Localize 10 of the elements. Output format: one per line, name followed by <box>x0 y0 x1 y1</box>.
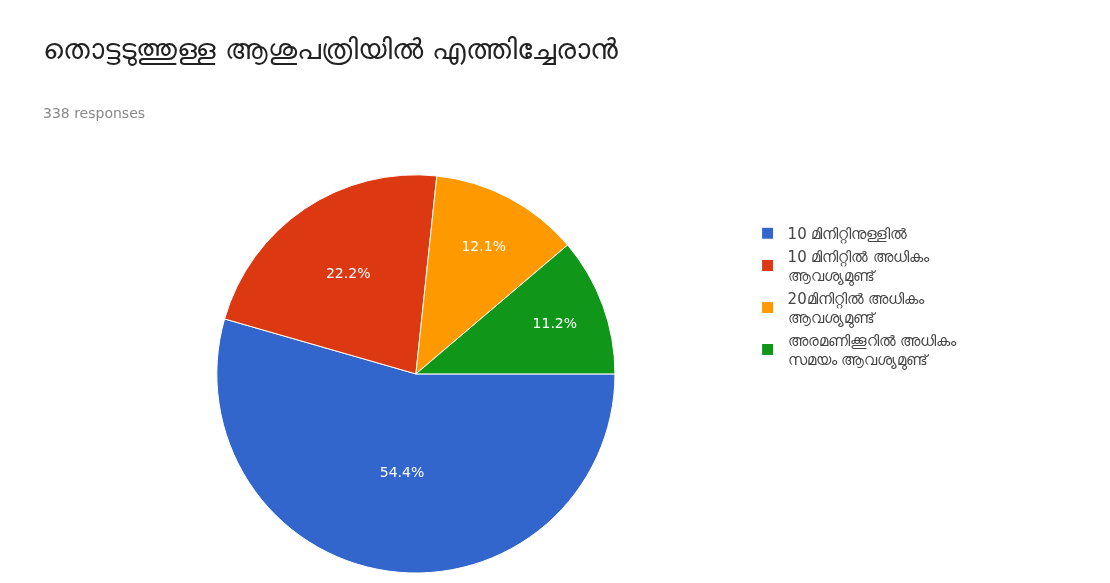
legend-label: 20മിനിറ്റിൽ അധികം ആവശ്യമുണ്ട് <box>787 289 926 329</box>
legend-label: 10 മിനിറ്റിൽ അധികം ആവശ്യമുണ്ട് <box>787 247 931 287</box>
data-label: 54.4% <box>379 464 425 481</box>
legend-label: അരമണിക്കൂറിൽ അധികം സമയം ആവശ്യമുണ്ട് <box>787 331 958 371</box>
legend-label: 10 മിനിറ്റിനുള്ളിൽ <box>787 225 908 245</box>
chart-title: തൊട്ടടുത്തുള്ള ആശുപത്രിയിൽ എത്തിച്ചേരാൻ <box>43 33 618 66</box>
data-label: 12.1% <box>461 237 506 254</box>
data-label: 22.2% <box>325 265 371 282</box>
data-label: 11.2% <box>532 314 578 331</box>
text: 338 responses <box>43 105 146 121</box>
